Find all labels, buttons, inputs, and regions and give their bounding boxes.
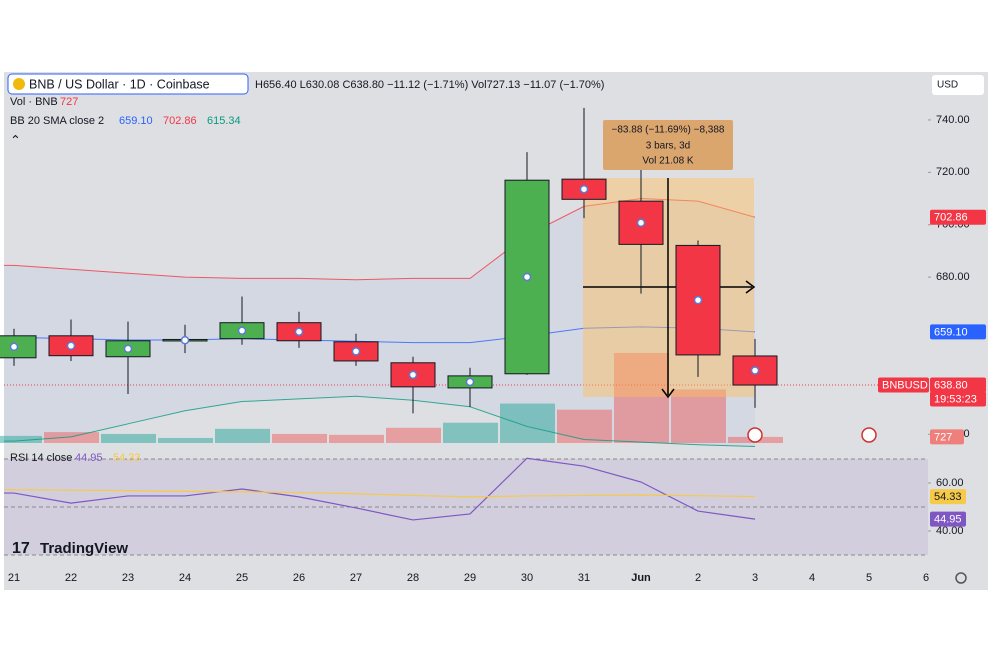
measure-vol: Vol 21.08 K <box>642 156 693 167</box>
candle-marker <box>522 272 532 282</box>
currency-button[interactable] <box>932 75 984 95</box>
price-tag-label: 54.33 <box>934 491 962 503</box>
settings-icon[interactable] <box>955 572 967 584</box>
measure-change: −83.88 (−11.69%) −8,388 <box>612 125 725 136</box>
candle-marker <box>465 377 475 387</box>
event-flag <box>861 427 877 443</box>
x-tick-label: 2 <box>695 572 701 584</box>
x-tick-label: 24 <box>179 572 191 584</box>
candle-marker <box>9 342 19 352</box>
x-tick-label: 30 <box>521 572 533 584</box>
volume-bar <box>386 427 441 443</box>
rsi-legend-value: 54.33 <box>113 452 141 464</box>
bb-legend-value: 659.10 <box>119 115 153 127</box>
rsi-line <box>4 457 756 521</box>
candle-marker <box>579 184 589 194</box>
x-tick-label: 22 <box>65 572 77 584</box>
price-tag <box>930 511 966 527</box>
candle-marker <box>750 366 760 375</box>
brand-logo: 17 <box>12 540 30 557</box>
price-tag <box>930 429 964 445</box>
x-tick-label: 28 <box>407 572 419 584</box>
measure-bars: 3 bars, 3d <box>646 141 690 152</box>
volume-bar <box>158 437 213 443</box>
candle-marker <box>294 327 304 336</box>
x-tick-label: 21 <box>8 572 20 584</box>
volume-bar <box>0 435 42 443</box>
volume-bar <box>272 433 327 443</box>
ohlc-header: H656.40 L630.08 C638.80 −11.12 (−1.71%) … <box>255 79 604 91</box>
x-tick-label: 26 <box>293 572 305 584</box>
volume-bar <box>557 409 612 443</box>
vol-legend: Vol · BNB <box>10 96 58 108</box>
rsi-legend-value: 44.95 <box>75 452 103 464</box>
candle-marker <box>408 370 418 380</box>
x-tick-label: 5 <box>866 572 872 584</box>
x-tick-label: 29 <box>464 572 476 584</box>
x-tick-label: Jun <box>631 572 651 584</box>
price-tag-label: 727 <box>934 431 952 443</box>
bb-legend-value: 615.34 <box>207 115 241 127</box>
price-tag <box>930 377 986 393</box>
rsi-line <box>4 489 756 498</box>
price-tag-label: 702.86 <box>934 212 968 224</box>
price-tag <box>930 391 986 407</box>
y-tick-label: 720.00 <box>936 166 970 178</box>
symbol-box[interactable] <box>7 73 249 95</box>
vol-legend-value: 727 <box>60 96 78 108</box>
volume-bar <box>101 433 156 443</box>
bb-legend: BB 20 SMA close 2 <box>10 115 104 127</box>
symbol-title: BNB / US Dollar · 1D · Coinbase <box>29 77 210 91</box>
arrow-head <box>745 280 756 294</box>
rsi-tick-label: 60.00 <box>936 477 964 489</box>
event-flag <box>747 427 763 443</box>
volume-bar <box>671 389 726 443</box>
currency: USD <box>937 80 958 91</box>
volume-bar <box>443 422 498 443</box>
price-tag <box>930 209 986 225</box>
price-tag <box>930 324 986 340</box>
price-tag-label: 659.10 <box>934 326 968 338</box>
volume-bar <box>329 434 384 443</box>
chart-background <box>4 72 988 590</box>
bb-legend-value: 702.86 <box>163 115 197 127</box>
x-tick-label: 3 <box>752 572 758 584</box>
x-tick-label: 25 <box>236 572 248 584</box>
collapse[interactable]: ⌃ <box>10 132 21 147</box>
volume-bar <box>500 403 555 443</box>
price-tag <box>878 377 929 393</box>
price-tag-label: 44.95 <box>934 514 962 526</box>
x-tick-label: 27 <box>350 572 362 584</box>
candle-marker <box>693 295 703 305</box>
rsi-tick-label: 40.00 <box>936 525 964 537</box>
candle-marker <box>636 218 646 228</box>
price-tag <box>930 489 966 505</box>
volume-bar <box>44 432 99 443</box>
candle-marker <box>180 335 190 345</box>
x-tick-label: 4 <box>809 572 815 584</box>
x-tick-label: 6 <box>923 572 929 584</box>
candle-marker <box>237 326 247 335</box>
bb-fill <box>4 198 755 447</box>
x-tick-label: 31 <box>578 572 590 584</box>
y-tick-label: 680.00 <box>936 271 970 283</box>
brand: TradingView <box>40 540 128 557</box>
price-tag-label: 19:53:23 <box>934 393 977 405</box>
measure-label-box <box>603 120 733 170</box>
rsi-legend: RSI 14 close <box>10 452 72 464</box>
candle-marker <box>123 344 133 354</box>
x-tick-label: 23 <box>122 572 134 584</box>
symbol-icon <box>13 78 25 90</box>
bb-line <box>4 395 756 447</box>
y-tick-label: 740.00 <box>936 114 970 126</box>
volume-bar <box>215 428 270 443</box>
arrow-head <box>661 388 675 399</box>
price-tag-label: 638.80 <box>934 379 968 391</box>
candle-marker <box>351 347 361 356</box>
candle-marker <box>66 341 76 350</box>
volume-bar <box>614 352 669 443</box>
price-tag-label: BNBUSD <box>882 379 928 391</box>
